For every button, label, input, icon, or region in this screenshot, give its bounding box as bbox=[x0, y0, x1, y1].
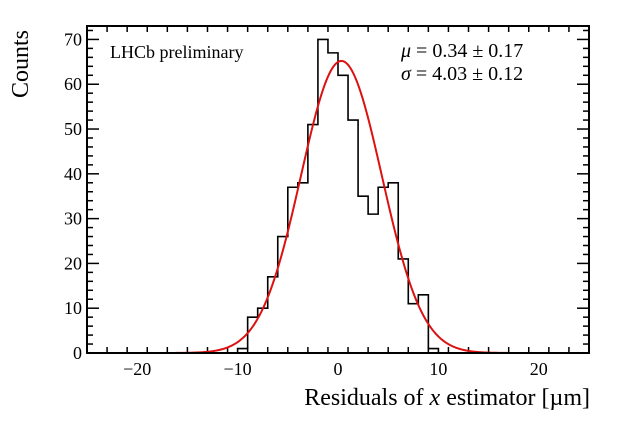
x-tick-label: −10 bbox=[224, 359, 252, 379]
y-tick-label: 70 bbox=[64, 29, 82, 49]
sigma-symbol: σ bbox=[401, 63, 412, 85]
plot-frame bbox=[86, 25, 590, 354]
data-series bbox=[87, 38, 589, 354]
y-tick-label: 40 bbox=[64, 164, 82, 184]
y-axis-title: Counts bbox=[8, 30, 34, 98]
histogram-step-line bbox=[87, 38, 589, 354]
y-tick-label: 50 bbox=[64, 119, 82, 139]
mu-value: = 0.34 ± 0.17 bbox=[411, 40, 523, 62]
y-tick-label: 60 bbox=[64, 74, 82, 94]
fit-sigma-text: σ = 4.03 ± 0.12 bbox=[401, 63, 523, 85]
x-axis-title-part-2: estimator [µm] bbox=[440, 385, 590, 411]
mu-symbol: μ bbox=[400, 40, 411, 62]
x-tick-label: 20 bbox=[530, 359, 548, 379]
sigma-value: = 4.03 ± 0.12 bbox=[411, 63, 523, 85]
fit-mu-text: μ = 0.34 ± 0.17 bbox=[400, 40, 523, 62]
tick-labels: −20 −10 0 10 20 0 10 20 30 40 50 60 70 bbox=[64, 29, 548, 379]
x-axis-title: Residuals of x estimator [µm] bbox=[304, 385, 590, 411]
x-axis-title-part-1: Residuals of bbox=[304, 385, 429, 411]
y-tick-label: 0 bbox=[73, 343, 82, 363]
y-tick-label: 20 bbox=[64, 253, 82, 273]
x-axis-title-var: x bbox=[429, 385, 441, 411]
x-tick-label: −20 bbox=[123, 359, 151, 379]
y-tick-label: 10 bbox=[64, 298, 82, 318]
annotation-label: LHCb preliminary bbox=[110, 42, 243, 62]
gaussian-fit-curve bbox=[87, 59, 589, 354]
y-tick-label: 30 bbox=[64, 209, 82, 229]
x-tick-label: 10 bbox=[429, 359, 447, 379]
x-tick-label: 0 bbox=[334, 359, 343, 379]
